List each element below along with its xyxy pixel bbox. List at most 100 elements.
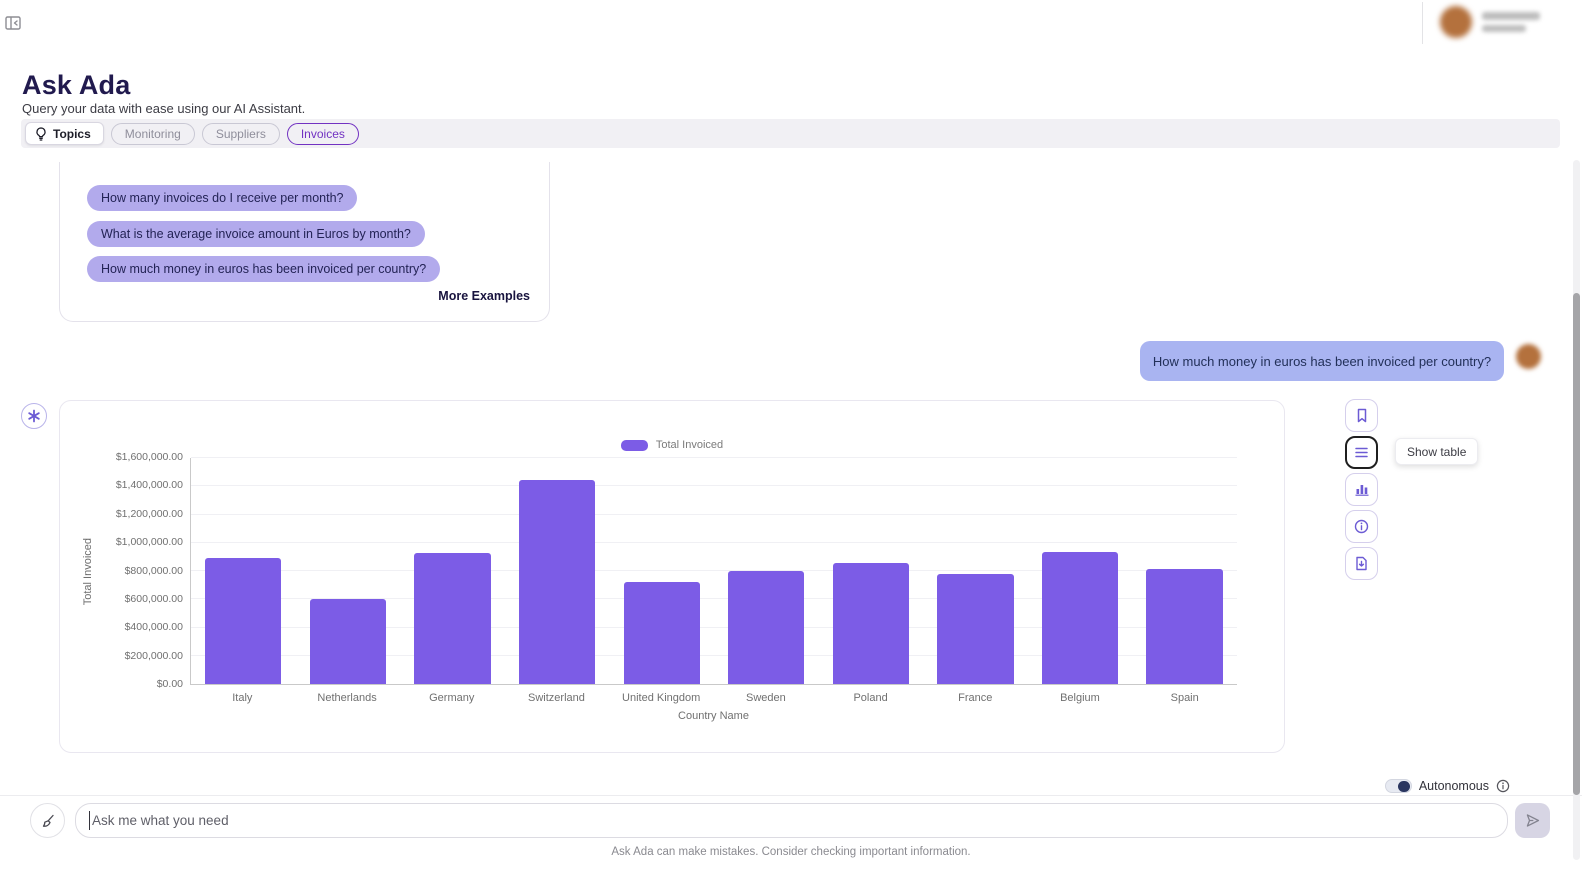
topbar-divider [1422,2,1423,44]
y-tick-label: $800,000.00 [124,564,183,577]
x-axis-title: Country Name [678,710,749,722]
x-tick-label: Spain [1170,692,1199,704]
bar-united-kingdom[interactable] [623,581,700,684]
chart-area: Total Invoiced $0.00 $200,000.00 $400,000.… [60,451,1237,690]
chart-legend: Total Invoiced [60,439,1284,451]
legend-swatch [620,439,648,451]
autonomous-info-icon[interactable] [1496,779,1510,793]
bar-column [1132,458,1237,684]
show-chart-button[interactable] [1345,473,1378,506]
x-tick-label: Switzerland [528,692,585,704]
tab-topics-label: Topics [53,126,91,141]
bar-column [1028,458,1133,684]
download-file-icon [1355,556,1368,571]
bar-column [191,458,296,684]
x-tick-label: Sweden [745,692,786,704]
page-title: Ask Ada [22,70,131,100]
y-tick-label: $1,400,000.00 [115,479,183,492]
user-profile[interactable] [1440,6,1540,38]
bar-france[interactable] [937,574,1014,684]
bar-series [191,458,1237,684]
y-tick-label: $0.00 [156,678,183,690]
example-question[interactable]: How much money in euros has been invoice… [87,256,441,282]
x-tick-label: United Kingdom [622,692,701,704]
legend-label: Total Invoiced [655,439,724,451]
bar-italy[interactable] [205,557,282,684]
collapse-sidebar-button[interactable] [4,14,24,32]
show-table-button[interactable] [1345,436,1378,469]
toggle-knob [1398,780,1410,792]
list-icon [1355,447,1368,458]
bar-poland[interactable] [832,562,910,684]
bookmark-icon [1355,408,1369,423]
gridline [191,541,1237,543]
bar-column [296,458,401,684]
send-button[interactable] [1515,803,1550,838]
x-tick-label: Italy [232,692,253,704]
bar-belgium[interactable] [1041,552,1119,684]
lightbulb-icon [35,126,47,141]
gridline [191,457,1237,458]
page-subtitle: Query your data with ease using our AI A… [22,101,306,116]
export-button[interactable] [1345,547,1378,580]
y-axis-title: Total Invoiced [82,537,94,606]
autonomous-label: Autonomous [1418,779,1489,793]
y-tick-label: $200,000.00 [124,649,183,662]
gridline [191,485,1237,487]
x-tick-label: Belgium [1060,692,1100,704]
bar-column [819,458,924,684]
chart-plot [190,457,1237,685]
scrollbar-thumb[interactable] [1573,293,1580,795]
bar-netherlands[interactable] [309,598,387,684]
example-question[interactable]: How many invoices do I receive per month… [87,185,358,211]
gridline [191,598,1237,600]
x-axis-tick-labels: Italy Netherlands Germany Switzerland United… [190,692,1237,704]
broom-icon [40,813,56,829]
bar-switzerland[interactable] [518,479,596,684]
info-button[interactable] [1345,510,1378,543]
tab-monitoring[interactable]: Monitoring [110,122,195,145]
bar-spain[interactable] [1146,569,1223,684]
chart-response-card: Total Invoiced Total Invoiced $0.00 $200,… [59,400,1285,753]
clear-chat-button[interactable] [30,803,65,838]
y-axis-tick-labels: $0.00 $200,000.00 $400,000.00 $600,000.00 $8… [115,451,190,690]
more-examples-link[interactable]: More Examples [438,289,530,303]
disclaimer-text: Ask Ada can make mistakes. Consider chec… [611,846,971,858]
bar-column [609,458,714,684]
x-tick-label: Germany [429,692,475,704]
topic-tab-strip: Topics Monitoring Suppliers Invoices [21,119,1560,148]
gridline [191,513,1237,515]
gridline [191,626,1237,628]
bar-column [505,458,610,684]
bar-chart-icon [1355,483,1369,496]
y-tick-label: $1,600,000.00 [115,451,183,463]
avatar [1440,6,1472,38]
autonomous-toggle[interactable] [1384,779,1412,793]
autonomous-control: Autonomous [1384,779,1510,793]
tab-topics[interactable]: Topics [25,122,104,145]
text-cursor [89,811,90,830]
response-action-buttons [1345,399,1378,580]
bar-column [714,458,819,684]
info-icon [1354,519,1369,534]
assistant-avatar [21,403,47,429]
y-tick-label: $400,000.00 [124,621,183,634]
example-question[interactable]: What is the average invoice amount in Eu… [87,221,425,247]
y-tick-label: $1,200,000.00 [115,507,183,520]
bar-sweden[interactable] [728,570,805,684]
user-avatar [1516,344,1541,369]
send-icon [1524,812,1541,829]
examples-card: How many invoices do I receive per month… [59,162,550,322]
y-tick-label: $600,000.00 [124,592,183,605]
x-tick-label: Netherlands [317,692,377,704]
tab-invoices[interactable]: Invoices [286,122,359,145]
asterisk-icon [27,409,41,423]
bar-column [923,458,1028,684]
collapse-sidebar-icon [4,14,24,32]
y-tick-label: $1,000,000.00 [115,536,183,549]
tab-suppliers[interactable]: Suppliers [201,122,280,145]
bookmark-button[interactable] [1345,399,1378,432]
ask-input[interactable] [75,803,1508,838]
bar-germany[interactable] [414,553,491,684]
